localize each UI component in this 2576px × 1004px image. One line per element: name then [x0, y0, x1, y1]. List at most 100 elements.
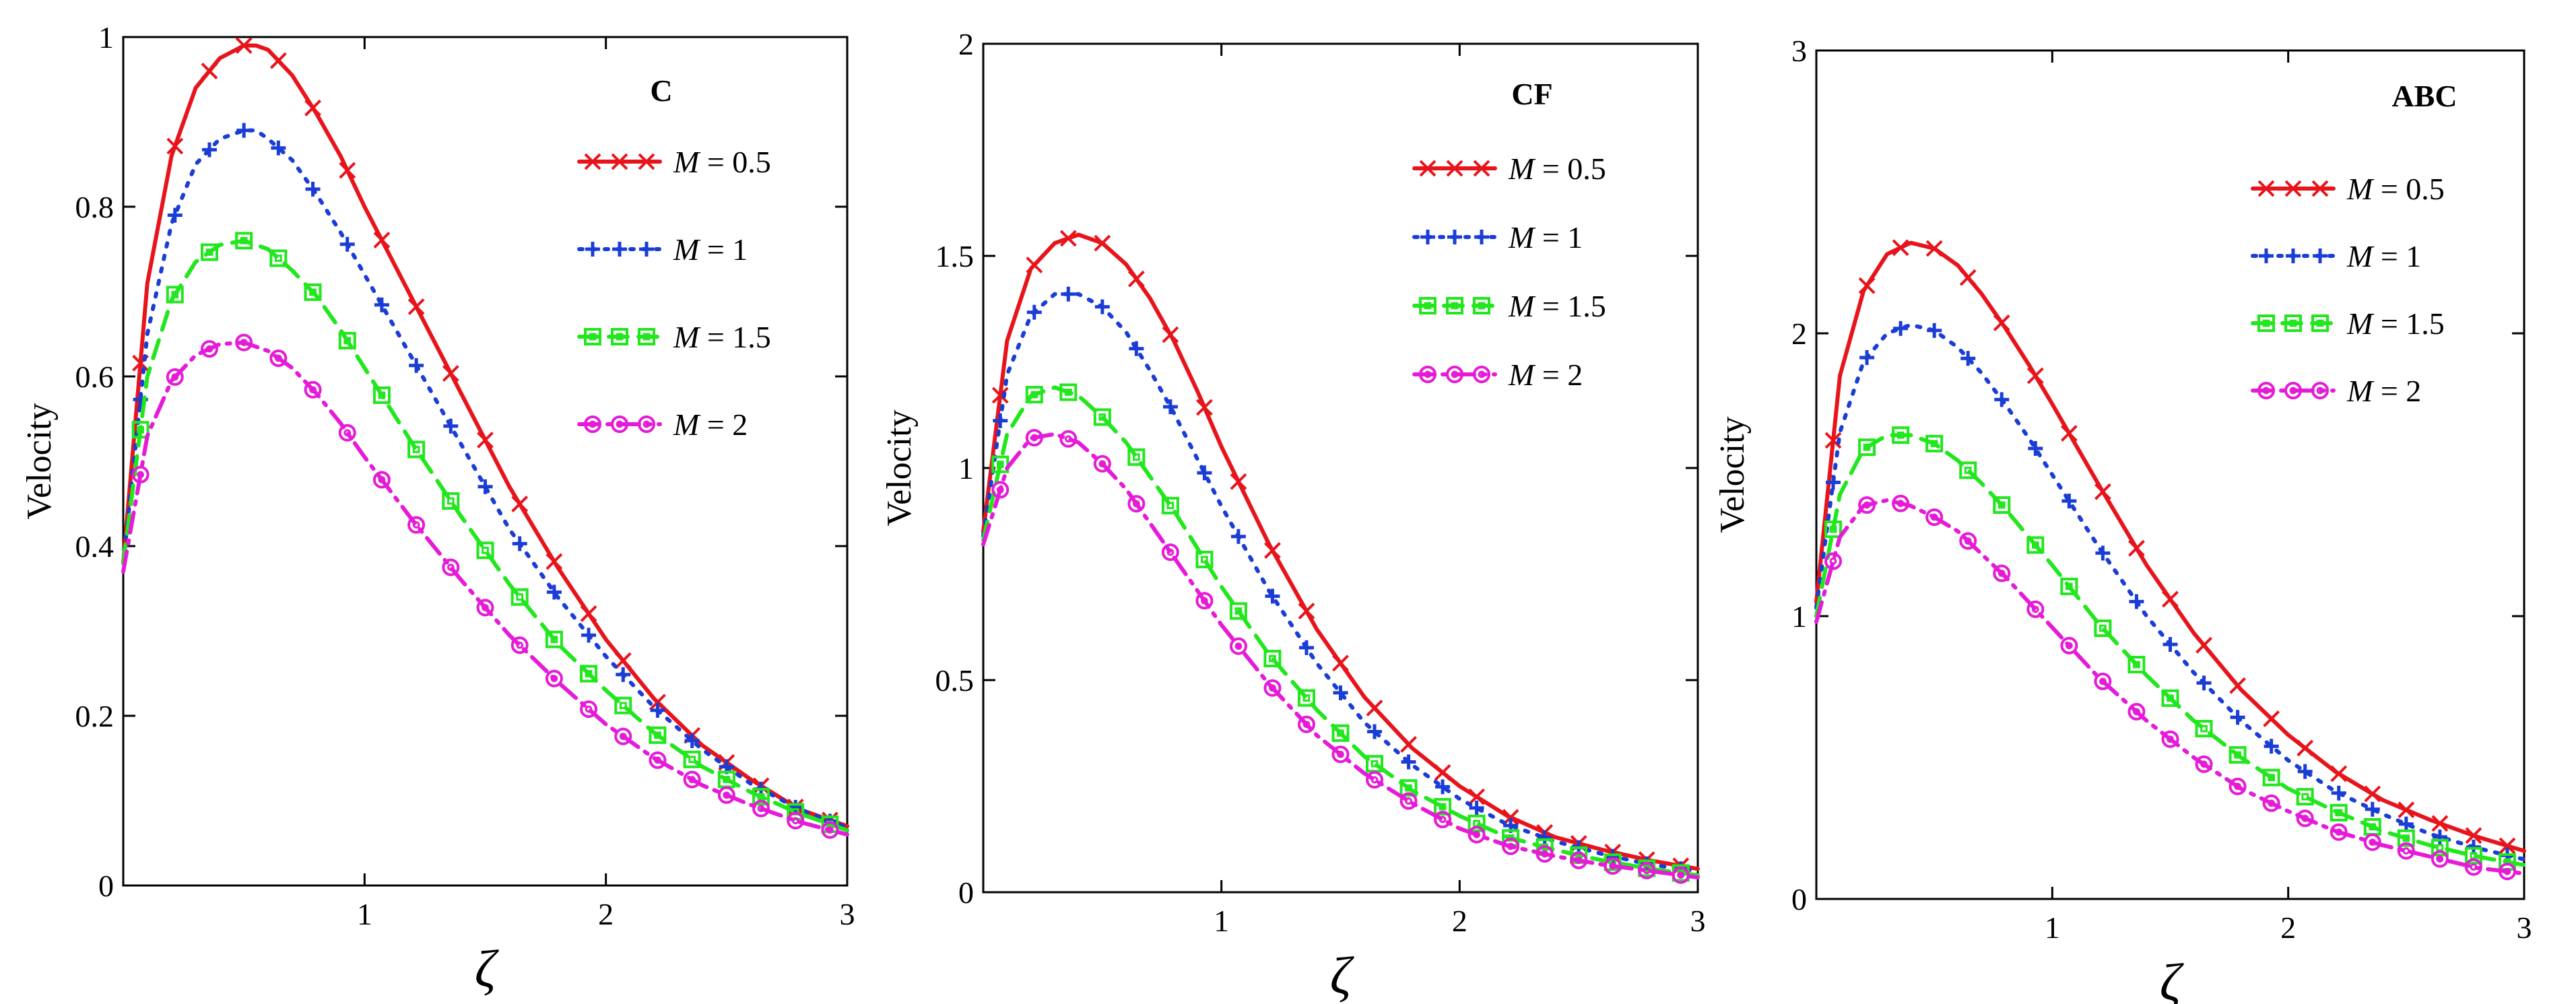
marker-stroke [1093, 408, 1111, 426]
marker-stroke [619, 702, 627, 710]
data-point-marker [372, 471, 391, 489]
marker-stroke [1405, 797, 1412, 805]
data-point-marker [2432, 829, 2447, 844]
legend-swatch-marker [611, 328, 628, 345]
marker-stroke [614, 696, 632, 714]
data-point-marker [2195, 636, 2212, 654]
data-point-marker [304, 99, 321, 116]
marker-stroke [787, 803, 805, 821]
legend-swatch-marker [1473, 297, 1490, 314]
marker-stroke [166, 286, 184, 304]
data-point-marker [1229, 637, 1247, 655]
data-point-marker [1925, 508, 1944, 526]
marker-stroke [1195, 550, 1214, 568]
marker-stroke [723, 776, 731, 783]
data-point-marker [2127, 656, 2146, 673]
legend-swatch-marker [1447, 230, 1462, 244]
legend-symbol: M [1508, 358, 1542, 392]
marker-stroke [2397, 829, 2415, 847]
marker-stroke [309, 386, 317, 394]
marker-stroke [1858, 438, 1876, 457]
data-point-marker [1263, 679, 1282, 697]
marker-stroke [2289, 319, 2297, 327]
marker-stroke [2330, 765, 2348, 782]
series-line [981, 232, 1700, 871]
legend-value: = 2 [1542, 358, 1583, 392]
marker-stroke [1829, 558, 1837, 565]
marker-stroke [235, 37, 253, 55]
marker-stroke [2297, 739, 2314, 757]
marker-stroke [683, 770, 701, 789]
marker-stroke [2099, 624, 2107, 632]
marker-stroke [2316, 319, 2324, 327]
data-point-marker [2129, 594, 2144, 609]
legend-swatch-marker [612, 242, 627, 257]
marker-stroke [1059, 430, 1078, 448]
data-point-marker [821, 821, 839, 839]
marker-stroke [580, 700, 598, 718]
marker-stroke [1337, 729, 1344, 737]
marker-stroke [447, 497, 455, 505]
marker-stroke [1858, 496, 1876, 514]
data-point-marker [2095, 545, 2111, 561]
marker-stroke [1030, 391, 1038, 399]
marker-stroke [2402, 847, 2410, 855]
marker-stroke [412, 446, 420, 453]
y-tick-label: 1 [1791, 599, 1807, 634]
marker-stroke [2026, 367, 2044, 384]
data-point-marker [1959, 269, 1977, 286]
marker-stroke [516, 593, 524, 601]
data-point-marker [1959, 532, 1977, 550]
marker-stroke [510, 588, 529, 606]
marker-stroke [1930, 513, 1938, 521]
marker-stroke [338, 331, 356, 349]
marker-stroke [2316, 387, 2324, 395]
data-point-marker [1127, 495, 1146, 513]
marker-stroke [407, 516, 426, 534]
marker-stroke [275, 354, 282, 362]
data-point-marker [1093, 455, 1111, 473]
data-point-marker [580, 605, 597, 622]
data-point-marker [1061, 286, 1076, 302]
y-tick-label: 3 [1791, 34, 1807, 68]
panel-title: CF [1511, 77, 1552, 111]
marker-stroke [1473, 831, 1480, 838]
marker-stroke [2133, 661, 2140, 669]
legend-symbol: M [2346, 239, 2381, 273]
marker-stroke [638, 153, 655, 170]
legend-swatch-marker [584, 415, 601, 433]
data-point-marker [2499, 837, 2516, 855]
marker-stroke [2031, 541, 2039, 549]
data-point-marker [1129, 341, 1144, 356]
marker-stroke [2503, 867, 2511, 875]
marker-stroke [585, 705, 593, 713]
data-point-marker [442, 492, 460, 510]
data-point-marker [1858, 496, 1876, 514]
marker-stroke [1473, 366, 1490, 383]
marker-stroke [378, 391, 386, 399]
x-tick-label: 3 [840, 897, 855, 931]
marker-stroke [2161, 689, 2179, 707]
marker-stroke [1166, 548, 1175, 556]
y-tick-label: 0.4 [75, 529, 114, 564]
legend-label: M = 1.5 [1508, 289, 1606, 323]
marker-stroke [1478, 370, 1486, 378]
marker-stroke [166, 137, 184, 155]
data-point-marker [2431, 850, 2449, 868]
data-point-marker [614, 727, 632, 745]
data-point-marker [235, 37, 253, 55]
marker-stroke [1570, 851, 1588, 869]
marker-stroke [1892, 239, 1909, 257]
marker-stroke [339, 162, 356, 179]
data-point-marker [2498, 863, 2516, 881]
marker-stroke [447, 564, 455, 571]
marker-stroke [545, 669, 563, 688]
marker-stroke [2128, 539, 2145, 557]
marker-stroke [309, 288, 317, 296]
y-tick-label: 2 [958, 27, 974, 61]
marker-stroke [638, 328, 655, 345]
marker-stroke [1930, 440, 1938, 448]
marker-stroke [2268, 799, 2275, 807]
marker-stroke [1424, 302, 1432, 310]
